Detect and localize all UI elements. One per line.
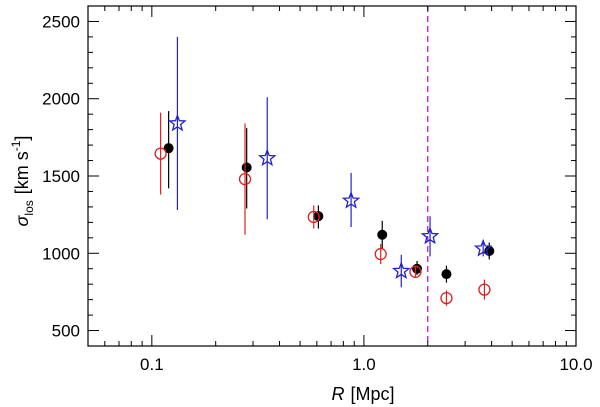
blue-open-stars-point	[257, 148, 277, 167]
blue-open-stars-point	[420, 226, 440, 245]
black-filled-circles-point	[241, 162, 252, 173]
y-tick-label: 1500	[42, 167, 80, 186]
x-axis-symbol: R	[331, 384, 344, 404]
red-open-circles-point	[478, 283, 491, 296]
red-open-circles-point	[154, 147, 167, 160]
y-axis-symbol: σ	[12, 214, 32, 226]
blue-open-stars-point	[168, 113, 187, 132]
x-axis-title: R [Mpc]	[331, 384, 394, 404]
y-tick-label: 2500	[42, 12, 80, 31]
black-filled-circles-point	[313, 211, 324, 222]
x-tick-label: 0.1	[140, 355, 164, 374]
y-axis-unit-close: ]	[12, 136, 32, 141]
ticks-layer	[87, 5, 577, 346]
red-open-circles-point	[440, 291, 453, 305]
y-tick-label: 2000	[42, 90, 80, 109]
x-tick-label: 1.0	[352, 355, 376, 374]
x-axis-unit: [Mpc]	[350, 384, 394, 404]
data-layer	[154, 36, 495, 306]
x-tick-label: 10.0	[559, 355, 592, 374]
black-filled-circles-point	[377, 229, 388, 240]
y-axis-title: σlos [km s-1]	[9, 136, 36, 227]
y-tick-label: 1000	[42, 244, 80, 263]
y-tick-label: 500	[52, 322, 80, 341]
red-open-circles-point	[307, 210, 320, 224]
y-axis-unit: [km s	[12, 151, 32, 194]
tick-labels-layer: 500 1000 1500 2000 2500 0.1 1.0 10.0	[42, 12, 592, 374]
y-axis-superscript: -1	[9, 140, 23, 151]
black-filled-circles-point	[163, 143, 174, 154]
blue-open-stars-point	[391, 261, 411, 279]
blue-open-stars-point	[341, 190, 361, 209]
red-open-circles-point	[374, 247, 387, 261]
blue-open-stars-point	[473, 238, 493, 257]
red-open-circles-point	[409, 265, 422, 278]
red-open-circles-point	[238, 172, 252, 186]
black-filled-circles-point	[441, 269, 452, 280]
y-axis-subscript: los	[22, 200, 36, 215]
